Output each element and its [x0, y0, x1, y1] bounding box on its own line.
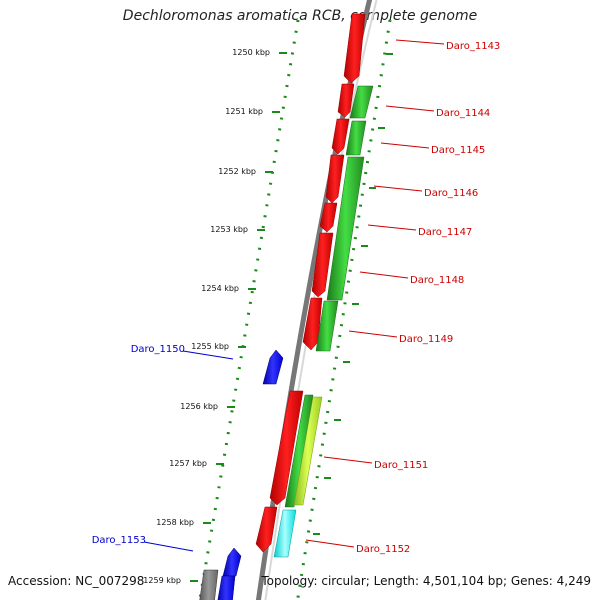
cds-daro-1145[interactable] — [331, 118, 350, 155]
cog-daro-1144[interactable] — [349, 85, 374, 119]
scale-label: 1256 kbp — [180, 402, 218, 411]
gene-label[interactable]: Daro_1149 — [399, 334, 453, 345]
leader-line — [305, 539, 355, 548]
cog-daro-1152[interactable] — [273, 509, 297, 558]
cds-daro-1153-b[interactable] — [217, 575, 236, 600]
gene-label[interactable]: Daro_1152 — [356, 544, 410, 555]
label-lines — [143, 39, 445, 552]
cds-daro-1147[interactable] — [319, 202, 338, 233]
outer-ticks — [313, 53, 393, 535]
leader-line — [373, 185, 423, 192]
cds-daro-1149[interactable] — [302, 297, 323, 351]
leader-line — [359, 271, 409, 279]
scale-label: 1259 kbp — [143, 576, 181, 585]
scale-label: 1251 kbp — [225, 107, 263, 116]
leader-line — [385, 105, 435, 112]
cds-daro-1153-a[interactable] — [222, 547, 242, 577]
leader-line — [323, 456, 373, 464]
scale-label: 1258 kbp — [156, 518, 194, 527]
cog-daro-1149[interactable] — [315, 300, 339, 352]
cds-daro-1150[interactable] — [262, 349, 284, 385]
gene-label[interactable]: Daro_1153 — [92, 535, 146, 546]
scale-label: 1253 kbp — [210, 225, 248, 234]
gene-labels: Daro_1143 Daro_1144 Daro_1145 Daro_1146 Daro… — [92, 41, 501, 555]
leader-line — [367, 224, 417, 231]
gene-label[interactable]: Daro_1145 — [431, 145, 485, 156]
cog-daro-1146-1148[interactable] — [326, 156, 365, 301]
gene-label[interactable]: Daro_1143 — [446, 41, 500, 52]
cog-daro-1151-b[interactable] — [293, 396, 323, 506]
forward-cds-track — [255, 13, 366, 553]
gene-label[interactable]: Daro_1150 — [131, 344, 185, 355]
cds-daro-1146[interactable] — [325, 154, 345, 204]
gene-label[interactable]: Daro_1146 — [424, 188, 478, 199]
scale-label: 1252 kbp — [218, 167, 256, 176]
cds-daro-1152[interactable] — [255, 506, 278, 553]
scale-labels: 1250 kbp 1251 kbp 1252 kbp 1253 kbp 1254 kbp… — [143, 48, 270, 585]
leader-line — [348, 330, 398, 338]
cog-daro-1145[interactable] — [345, 120, 367, 156]
leader-line — [143, 541, 194, 552]
leader-line — [182, 350, 234, 360]
scale-ticks — [190, 52, 287, 582]
accession-text: Accession: NC_007298 — [8, 574, 145, 588]
leader-line — [380, 142, 430, 149]
cog-daro-1151-a[interactable] — [284, 394, 314, 508]
gene-label[interactable]: Daro_1147 — [418, 227, 472, 238]
cds-daro-1151[interactable] — [269, 390, 304, 506]
cog-track — [273, 85, 374, 558]
genome-summary-text: Topology: circular; Length: 4,501,104 bp… — [261, 574, 591, 588]
cds-daro-1148[interactable] — [311, 232, 334, 298]
reverse-cds-track — [199, 349, 284, 600]
gene-label[interactable]: Daro_1148 — [410, 275, 464, 286]
cds-daro-1144[interactable] — [337, 83, 355, 118]
scale-label: 1250 kbp — [232, 48, 270, 57]
scale-label: 1254 kbp — [201, 284, 239, 293]
scale-label: 1257 kbp — [169, 459, 207, 468]
gene-label[interactable]: Daro_1144 — [436, 108, 490, 119]
leader-line — [395, 39, 445, 45]
gene-label[interactable]: Daro_1151 — [374, 460, 428, 471]
feature-gray[interactable] — [199, 569, 219, 600]
cds-daro-1143[interactable] — [343, 13, 366, 84]
scale-label: 1255 kbp — [191, 342, 229, 351]
